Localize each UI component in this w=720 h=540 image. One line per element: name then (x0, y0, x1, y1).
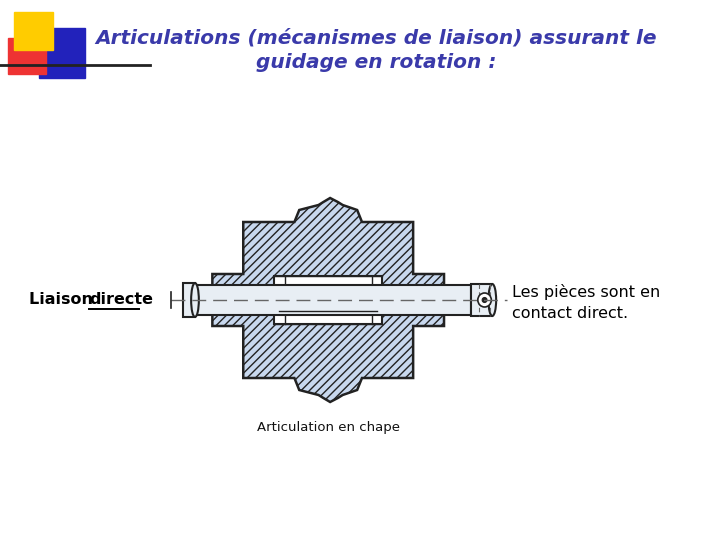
Text: guidage en rotation :: guidage en rotation : (256, 52, 497, 71)
Bar (39, 28, 85, 78)
Circle shape (482, 298, 487, 302)
Bar (14, 12, 53, 50)
Text: Articulation en chape: Articulation en chape (257, 422, 400, 435)
Text: Les pièces sont en: Les pièces sont en (512, 284, 660, 300)
Bar (184, 283, 195, 317)
Bar (8, 38, 46, 74)
Bar (471, 284, 492, 316)
Text: directe: directe (89, 293, 153, 307)
Ellipse shape (191, 283, 199, 317)
Circle shape (478, 293, 491, 307)
Text: Liaison: Liaison (29, 293, 99, 307)
Ellipse shape (488, 284, 496, 316)
Text: Articulations (mécanismes de liaison) assurant le: Articulations (mécanismes de liaison) as… (96, 29, 657, 48)
Polygon shape (212, 198, 444, 402)
Text: contact direct.: contact direct. (512, 307, 628, 321)
Bar (195, 285, 471, 315)
Bar (274, 276, 382, 324)
